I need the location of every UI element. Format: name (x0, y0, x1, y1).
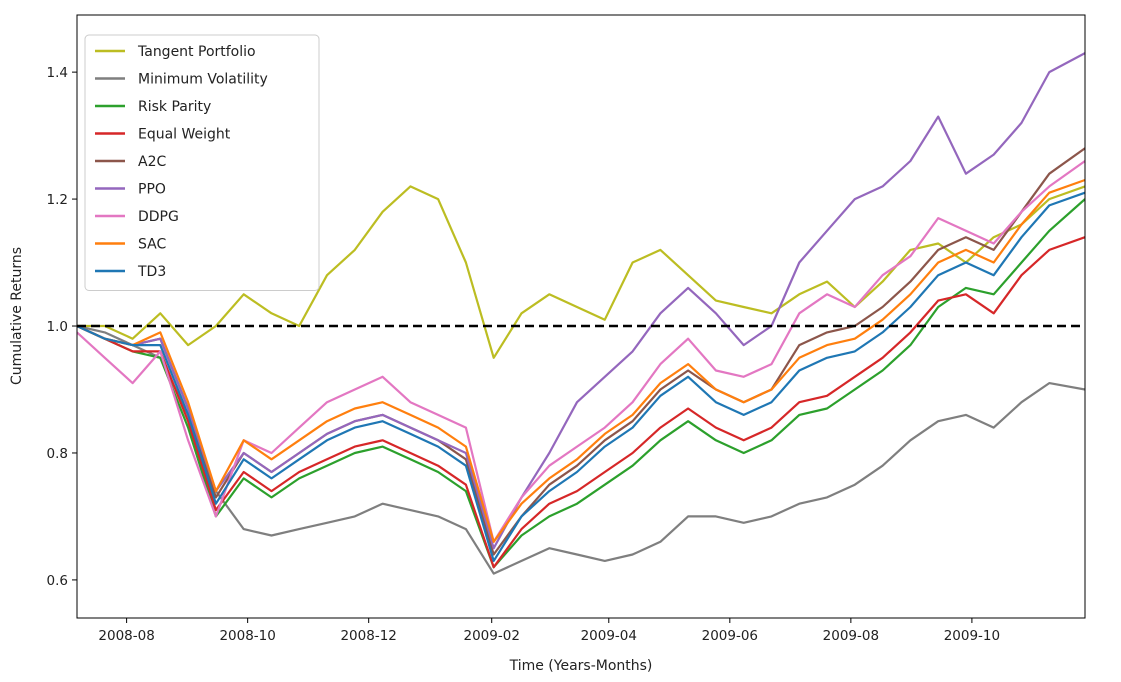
y-tick-label-5: 1.4 (47, 65, 68, 81)
y-tick-label-3: 1.0 (47, 319, 68, 335)
x-tick-label-5: 2009-04 (581, 628, 637, 644)
plot-frame (76, 14, 1086, 619)
legend-box (84, 34, 320, 291)
series-line-6 (77, 52, 1085, 550)
legend-label-1: Tangent Portfolio (137, 44, 256, 60)
x-tick-label-1: 2008-08 (98, 628, 154, 644)
y-tick-label-1: 0.6 (47, 573, 68, 589)
legend-label-8: SAC (138, 237, 166, 253)
x-tick-label-7: 2009-08 (823, 628, 879, 644)
series-line-9 (77, 191, 1085, 563)
series-line-1 (77, 185, 1085, 359)
axis-ticks: 2008-08 2008-10 2008-12 2009-02 2009-04 2009-… (47, 65, 1001, 644)
legend-label-5: A2C (138, 154, 166, 170)
y-tick-label-2: 0.8 (47, 446, 68, 462)
series-line-4 (77, 236, 1085, 569)
x-tick-label-4: 2009-02 (464, 628, 520, 644)
x-tick-label-3: 2008-12 (340, 628, 396, 644)
legend-label-4: Equal Weight (138, 127, 231, 143)
series-line-8 (77, 178, 1085, 543)
legend-label-3: Risk Parity (138, 99, 211, 115)
series-lines (77, 52, 1085, 575)
legend-label-6: PPO (138, 182, 166, 198)
legend: Tangent Portfolio Minimum Volatility Risk … (84, 34, 320, 291)
series-line-3 (77, 198, 1085, 569)
series-line-2 (77, 324, 1085, 575)
legend-label-7: DDPG (138, 209, 179, 225)
legend-label-2: Minimum Volatility (138, 72, 268, 88)
x-tick-label-6: 2009-06 (702, 628, 758, 644)
x-tick-label-8: 2009-10 (944, 628, 1000, 644)
y-tick-label-4: 1.2 (47, 192, 68, 208)
y-axis-label: Cumulative Returns (9, 247, 25, 385)
x-tick-label-2: 2008-10 (219, 628, 275, 644)
x-axis-label: Time (Years-Months) (509, 658, 653, 674)
legend-label-9: TD3 (137, 264, 166, 280)
